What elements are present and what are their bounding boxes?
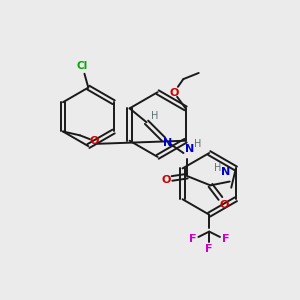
Text: F: F <box>222 234 230 244</box>
Text: Cl: Cl <box>76 61 88 71</box>
Text: N: N <box>185 144 194 154</box>
Text: N: N <box>221 167 230 177</box>
Text: O: O <box>89 136 98 146</box>
Text: H: H <box>151 111 158 121</box>
Text: O: O <box>169 88 179 98</box>
Text: H: H <box>194 139 201 149</box>
Text: F: F <box>188 234 196 244</box>
Text: H: H <box>214 163 222 173</box>
Text: O: O <box>220 200 229 210</box>
Text: F: F <box>206 244 213 254</box>
Text: O: O <box>161 175 170 185</box>
Text: N: N <box>163 138 172 148</box>
